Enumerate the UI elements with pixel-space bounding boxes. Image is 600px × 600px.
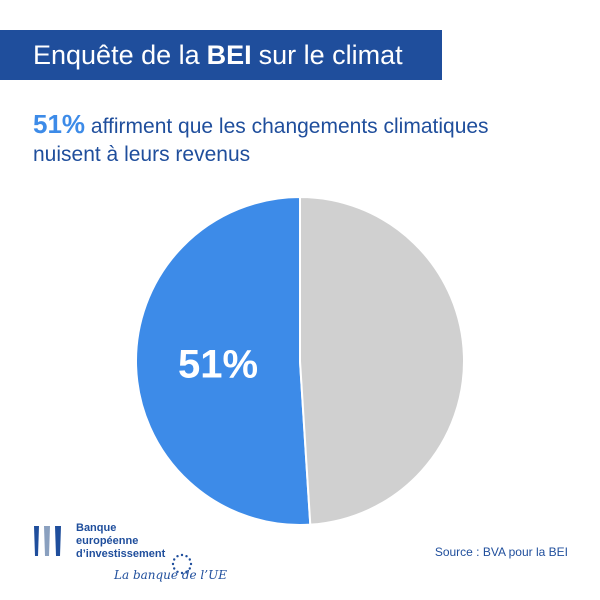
eu-star-icon: [188, 558, 191, 561]
title-prefix: Enquête de la: [33, 39, 200, 70]
eu-star-icon: [173, 558, 176, 561]
headline: 51% affirment que les changements climat…: [33, 110, 553, 169]
eu-star-icon: [185, 555, 188, 558]
eu-star-icon: [188, 567, 191, 570]
pie-slice-1: [299, 195, 465, 526]
eib-logo-text: Banque européenne d’investissement: [76, 522, 165, 561]
eu-star-icon: [173, 567, 176, 570]
eu-star-icon: [176, 555, 179, 558]
eu-star-icon: [171, 562, 175, 566]
headline-line1: affirment que les changements climatique…: [90, 115, 489, 138]
title-banner: Enquête de la BEI sur le climat: [0, 30, 442, 80]
logo-line2: européenne: [76, 535, 139, 547]
eu-star-icon: [180, 571, 184, 575]
title-suffix: sur le climat: [258, 39, 403, 70]
logo-line3: d’investissement: [76, 548, 166, 560]
title-bold: BEI: [206, 39, 252, 70]
eu-star-icon: [189, 562, 193, 566]
headline-percent: 51%: [33, 109, 86, 139]
eu-star-icon: [180, 553, 184, 557]
eu-stars-icon: [171, 553, 193, 575]
logo-tagline: La banque de l’UE: [114, 568, 227, 582]
source-note: Source : BVA pour la BEI: [434, 545, 568, 559]
eib-logo: Banque européenne d’investissement La ba…: [34, 522, 234, 587]
eu-star-icon: [185, 570, 188, 573]
eu-star-icon: [176, 570, 179, 573]
pie-label-0: 51%: [178, 343, 258, 387]
headline-line2: nuisent à leurs revenus: [33, 143, 251, 166]
eib-logo-mark-icon: [34, 526, 61, 556]
logo-line1: Banque: [76, 522, 117, 534]
pie-slice-0: [135, 195, 312, 526]
